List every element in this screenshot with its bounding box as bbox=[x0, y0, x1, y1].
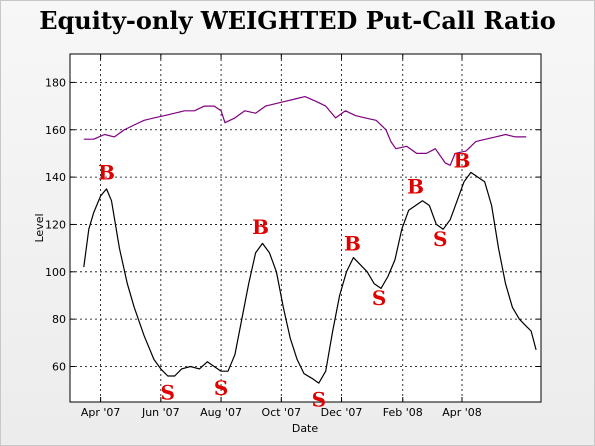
sell-signal-label: S bbox=[312, 388, 326, 412]
buy-signal-label: B bbox=[252, 215, 269, 239]
y-tick-label: 140 bbox=[45, 171, 66, 184]
buy-signal-label: B bbox=[407, 175, 424, 199]
buy-signal-label: B bbox=[454, 149, 471, 173]
x-axis-label: Date bbox=[292, 422, 319, 435]
x-axis: Apr '07 Jun '07 Aug '07 Oct '07 Dec '07 Feb '… bbox=[81, 54, 482, 419]
y-tick-label: 120 bbox=[45, 218, 66, 231]
x-tick-label: Apr '08 bbox=[442, 406, 482, 419]
buy-signal-label: B bbox=[344, 231, 361, 255]
y-tick-label: 180 bbox=[45, 76, 66, 89]
buy-signal-label: B bbox=[98, 160, 115, 184]
series-line-2 bbox=[83, 171, 537, 384]
y-axis: 60 80 100 120 140 160 180 bbox=[45, 76, 541, 373]
sell-signal-label: S bbox=[214, 376, 228, 400]
sell-signal-label: S bbox=[433, 227, 447, 251]
plot-area bbox=[69, 53, 542, 403]
x-tick-label: Dec '07 bbox=[321, 406, 363, 419]
grid bbox=[70, 54, 541, 402]
y-tick-label: 160 bbox=[45, 124, 66, 137]
series-line-1 bbox=[83, 95, 527, 166]
x-tick-label: Jun '07 bbox=[141, 406, 180, 419]
y-tick-label: 60 bbox=[52, 360, 66, 373]
x-tick-label: Apr '07 bbox=[81, 406, 121, 419]
x-tick-label: Oct '07 bbox=[262, 406, 302, 419]
y-axis-label: Level bbox=[33, 213, 46, 242]
y-tick-label: 80 bbox=[52, 313, 66, 326]
sell-signal-label: S bbox=[161, 381, 175, 405]
annotations: B S S B S B S B S B bbox=[98, 149, 470, 412]
sell-signal-label: S bbox=[372, 286, 386, 310]
x-tick-label: Feb '08 bbox=[383, 406, 423, 419]
series-lines bbox=[83, 95, 537, 384]
chart-title: Equity-only WEIGHTED Put-Call Ratio bbox=[39, 6, 556, 35]
x-tick-label: Aug '07 bbox=[200, 406, 242, 419]
y-tick-label: 100 bbox=[45, 266, 66, 279]
